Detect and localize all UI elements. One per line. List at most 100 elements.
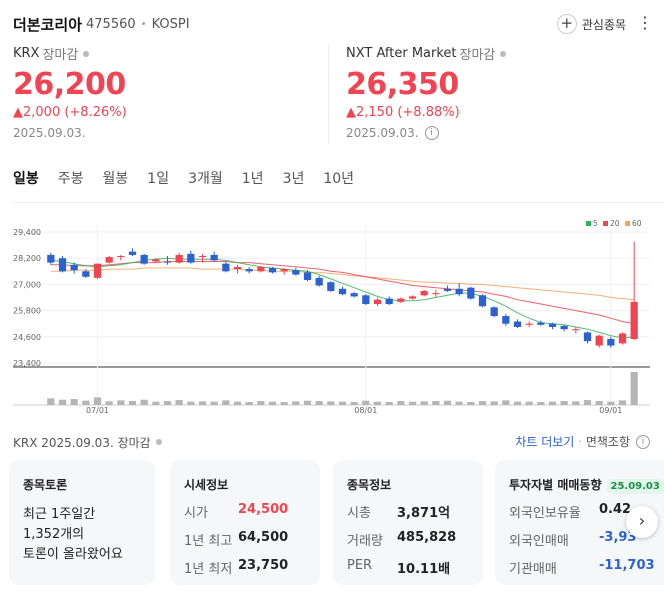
krx-price: 26,200 [13, 67, 126, 102]
candle-body [350, 293, 358, 297]
volume-bar [257, 401, 265, 405]
chart-footer-links: 차트 더보기 · 면책조항 i [515, 433, 650, 450]
candle-body [187, 253, 195, 263]
nxt-session: 장마감 [459, 48, 496, 63]
candle-body [233, 266, 242, 270]
y-tick-label: 24,600 [13, 333, 41, 342]
volume-bar [152, 401, 160, 405]
krx-date: 2025.09.03. [13, 126, 313, 140]
legend-label: 60 [632, 219, 642, 228]
candle-body [210, 254, 218, 261]
volume-bar [478, 401, 487, 405]
candle-body [82, 271, 90, 277]
row-label: 1년 최고 [184, 534, 233, 549]
volume-bar [70, 399, 78, 405]
nxt-label-row: NXT After Market 장마감 [346, 44, 646, 63]
info-icon[interactable]: i [636, 434, 650, 449]
candle-body [467, 287, 475, 299]
info-icon[interactable]: i [424, 126, 439, 140]
separator-dot: · [578, 435, 582, 448]
chart-more-link[interactable]: 차트 더보기 [515, 435, 575, 449]
candle-body [257, 266, 265, 272]
krx-change: ▲2,000 (+8.26%) [13, 105, 127, 120]
volume-bar [292, 401, 300, 405]
volume-bar [432, 401, 440, 405]
tab-10year[interactable]: 10년 [323, 171, 355, 187]
volume-bar [548, 401, 557, 405]
volume-bar [362, 400, 370, 405]
favorite-label: 관심종목 [581, 17, 626, 32]
row-value: -11,703 [599, 558, 655, 573]
x-tick-label: 07/01 [86, 406, 109, 415]
volume-bar [373, 401, 382, 405]
volume-bar [385, 402, 393, 405]
volume-bar [572, 401, 580, 405]
price-chart[interactable]: 29,400 28,200 27,000 25,800 24,600 23,400 07/0… [0, 212, 664, 420]
tab-3month[interactable]: 3개월 [188, 171, 223, 187]
nxt-price-block: NXT After Market 장마감 26,350 ▲2,150 (+8.8… [346, 44, 646, 140]
candle-body [362, 295, 370, 305]
tab-1year[interactable]: 1년 [241, 171, 264, 187]
tab-1day[interactable]: 1일 [147, 171, 170, 187]
candle-body [607, 338, 615, 346]
candle-body [408, 296, 417, 299]
volume-bar [175, 400, 183, 405]
market-info-row: 1년 최고 64,500 [184, 530, 306, 549]
row-label: 시총 [347, 506, 371, 521]
row-label: 외국인매매 [509, 534, 569, 549]
volume-bar [513, 401, 522, 405]
volume-bar [245, 402, 253, 405]
volume-bar [303, 400, 312, 405]
info-cards: 종목토론 최근 1주일간 1,352개의 토론이 올라왔어요 시세정보 시가 2… [9, 460, 664, 585]
candle-body [163, 261, 172, 263]
candle-body [327, 282, 335, 291]
date-badge: 25.09.03 [606, 479, 664, 494]
candle-body [128, 251, 137, 255]
krx-price-block: KRX 장마감 26,200 ▲2,000 (+8.26%) 2025.09.0… [13, 44, 313, 140]
y-tick-label: 25,800 [13, 307, 41, 316]
more-vertical-icon[interactable]: ⋮ [637, 13, 653, 32]
add-favorite-button[interactable]: + 관심종목 [556, 12, 626, 36]
candle-body [385, 298, 393, 305]
candle-body [338, 288, 347, 295]
tab-weekly[interactable]: 주봉 [57, 171, 84, 187]
volume-bar [502, 400, 510, 405]
candle-body [292, 270, 300, 275]
ma20-line [50, 261, 635, 325]
y-tick-label: 27,000 [13, 280, 41, 289]
volume-bar [222, 400, 230, 405]
y-tick-label: 29,400 [13, 228, 41, 237]
chart-footer: KRX 2025.09.03. 장마감 차트 더보기 · 면책조항 i [13, 433, 664, 451]
candle-body [268, 268, 277, 273]
investor-trend-title: 투자자별 매매동향 25.09.03 [509, 476, 664, 494]
forum-card[interactable]: 종목토론 최근 1주일간 1,352개의 토론이 올라왔어요 [9, 460, 155, 585]
volume-bar [397, 401, 405, 405]
candle-body [175, 254, 183, 263]
candle-body [548, 323, 557, 327]
x-tick-label: 09/01 [599, 406, 622, 415]
tab-monthly[interactable]: 월봉 [102, 171, 129, 187]
candle-body [303, 272, 312, 281]
tab-3year[interactable]: 3년 [282, 171, 305, 187]
market-info-card[interactable]: 시세정보 시가 24,500 1년 최고 64,500 1년 최저 23,750 [170, 460, 320, 585]
row-value: 64,500 [238, 530, 289, 545]
candle-body [105, 257, 113, 263]
volume-bar [140, 399, 148, 405]
disclaimer-link[interactable]: 면책조항 [585, 435, 630, 449]
stock-info-card[interactable]: 종목정보 시총 3,871억 거래량 485,828 PER 10.11배 [333, 460, 483, 585]
volume-bar [233, 401, 242, 405]
candle-body [502, 316, 510, 324]
chevron-right-icon[interactable]: › [626, 506, 658, 538]
stock-info-title: 종목정보 [347, 478, 392, 492]
forum-line: 최근 1주일간 [23, 507, 96, 522]
row-value: 24,500 [238, 502, 289, 517]
stock-info-row: 거래량 485,828 [347, 530, 469, 549]
candle-body [373, 299, 382, 305]
session-status-dot [155, 439, 162, 445]
tab-daily[interactable]: 일봉 [13, 171, 39, 187]
row-value: 10.11배 [397, 562, 451, 577]
candle-body [93, 263, 102, 278]
candle-body [397, 298, 405, 302]
stock-header: 더본코리아 475560 • KOSPI + 관심종목 ⋮ [13, 12, 653, 36]
row-value: 485,828 [397, 530, 457, 545]
